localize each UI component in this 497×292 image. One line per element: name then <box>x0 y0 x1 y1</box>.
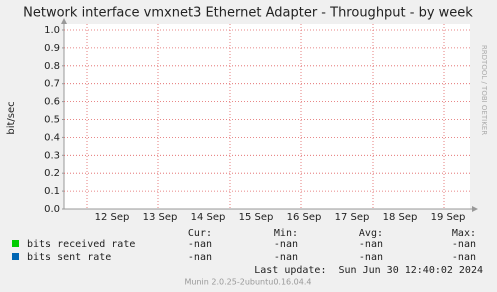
chart-title: Network interface vmxnet3 Ethernet Adapt… <box>23 6 473 21</box>
legend-swatch <box>12 240 19 247</box>
version: Munin 2.0.25-2ubuntu0.16.04.4 <box>185 278 312 287</box>
y-tick-label: 0.8 <box>44 61 60 72</box>
legend-value: -nan <box>359 252 383 263</box>
x-axis-arrow <box>472 206 478 212</box>
y-tick-label: 0.7 <box>44 79 60 90</box>
legend-entry: bits received rate <box>27 239 135 250</box>
legend-header: Min: <box>274 228 298 239</box>
y-tick-label: 0.2 <box>44 168 60 179</box>
y-tick-label: 0.0 <box>44 204 60 215</box>
legend-value: -nan <box>359 239 383 250</box>
legend-entry: bits sent rate <box>27 252 111 263</box>
y-tick-label: 0.1 <box>44 186 60 197</box>
legend-header: Avg: <box>359 228 383 239</box>
x-tick-label: 12 Sep <box>95 212 130 223</box>
x-tick-label: 19 Sep <box>431 212 466 223</box>
y-axis-label: bit/sec <box>6 101 17 134</box>
y-tick-label: 0.3 <box>44 150 60 161</box>
legend-value: -nan <box>452 252 476 263</box>
last-update: Last update: Sun Jun 30 12:40:02 2024 <box>254 265 483 276</box>
x-tick-label: 17 Sep <box>335 212 370 223</box>
legend-value: -nan <box>274 239 298 250</box>
vertical-grid <box>86 24 445 209</box>
watermark: RRDTOOL / TOBI OETIKER <box>480 45 488 135</box>
y-tick-label: 0.6 <box>44 97 60 108</box>
y-tick-label: 1.0 <box>44 25 60 36</box>
x-tick-label: 16 Sep <box>287 212 322 223</box>
legend-header: Max: <box>452 228 476 239</box>
y-tick-label: 0.9 <box>44 43 60 54</box>
legend-value: -nan <box>452 239 476 250</box>
x-tick-label: 15 Sep <box>239 212 274 223</box>
x-tick-label: 13 Sep <box>143 212 178 223</box>
legend-value: -nan <box>188 252 212 263</box>
x-tick-label: 14 Sep <box>191 212 226 223</box>
legend-swatch <box>12 253 19 260</box>
y-axis-arrow <box>61 18 67 24</box>
legend-value: -nan <box>274 252 298 263</box>
y-tick-label: 0.5 <box>44 115 60 126</box>
legend-header: Cur: <box>188 228 212 239</box>
x-tick-label: 18 Sep <box>383 212 418 223</box>
y-tick-label: 0.4 <box>44 132 60 143</box>
plot-area <box>64 24 470 209</box>
legend-value: -nan <box>188 239 212 250</box>
